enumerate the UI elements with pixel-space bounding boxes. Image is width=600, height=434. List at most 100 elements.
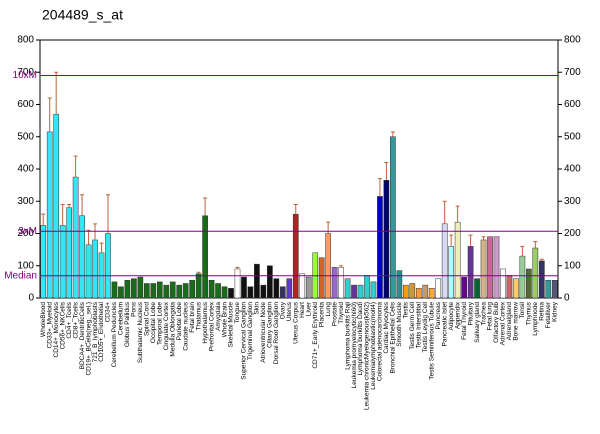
bar: [422, 284, 429, 299]
error-bar: [520, 245, 525, 257]
error-bar: [390, 131, 395, 137]
error-bar: [235, 266, 240, 269]
x-tick-label: Kidney: [551, 301, 558, 322]
bar: [59, 225, 66, 299]
bar: [396, 270, 403, 299]
bar: [118, 286, 124, 299]
bar: [234, 268, 241, 299]
x-tick-label: Adrenal Cortex: [500, 301, 507, 345]
bar: [176, 284, 183, 299]
error-bar: [41, 213, 46, 226]
bar: [163, 284, 170, 299]
x-tick-label: Thalamus: [195, 301, 202, 330]
y-tick-label: 300: [17, 196, 34, 207]
bar: [111, 281, 118, 299]
bar: [305, 276, 312, 299]
x-tick-label: Testis Interstitial: [416, 301, 423, 348]
x-tick-label: Testis Seminiferous Tubule: [428, 302, 435, 380]
y2-tick-label: 500: [564, 131, 581, 142]
error-bar: [60, 203, 65, 226]
error-bar: [80, 194, 85, 216]
bar: [40, 225, 47, 299]
x-tick-label: Hypothalamus: [202, 301, 209, 343]
x-tick-label: Prostate: [331, 302, 338, 327]
y-tick-label: 600: [17, 99, 34, 110]
x-tick-label: BDCA4+_DentriticCells: [79, 301, 86, 369]
x-tick-label: Appendix: [454, 301, 461, 329]
bar: [480, 239, 487, 299]
x-tick-label: CD4+_Tcells: [66, 301, 73, 338]
x-tick-label: Occipital Lobe: [150, 302, 157, 344]
bar: [513, 278, 519, 299]
x-tick-label: Heart: [299, 302, 306, 318]
error-bar: [468, 234, 473, 247]
bar: [143, 283, 150, 299]
error-bar: [339, 265, 344, 268]
y-tick-label: 500: [17, 131, 34, 142]
x-tick-label: Lymphoma burkitts Daudi: [357, 302, 364, 375]
y2-tick-label: 100: [564, 260, 581, 271]
x-tick-label: Placenta: [318, 302, 325, 328]
error-bar: [326, 221, 331, 234]
bar: [538, 260, 545, 299]
x-tick-label: Ovary: [280, 301, 287, 319]
x-tick-label: Uterus Corpus: [292, 301, 299, 344]
x-tick-label: Leukemia chronicMyelogenous(k562): [364, 302, 371, 410]
y2-tick-label: 400: [564, 164, 581, 175]
x-tick-label: Pancreas: [435, 301, 442, 329]
error-bar: [67, 203, 72, 208]
error-bar: [449, 234, 454, 247]
bar: [85, 244, 92, 299]
x-tick-label: Trigeminal Ganglion: [247, 302, 254, 360]
bar: [364, 275, 370, 299]
error-bar: [105, 194, 110, 234]
error-bar: [533, 241, 538, 249]
x-tick-label: Fetal Thyroid: [461, 302, 468, 340]
x-tick-label: Cerebellum: [118, 302, 125, 335]
bar: [325, 233, 331, 299]
bar: [454, 221, 461, 299]
x-tick-label: Superior Cervical Ganglion: [241, 302, 248, 380]
x-tick-label: Liver: [305, 301, 312, 316]
x-tick-label: Prefrontal Cortex: [208, 301, 215, 351]
bar: [370, 281, 377, 299]
error-bar: [203, 197, 208, 216]
y-tick-label: 100: [17, 260, 34, 271]
x-tick-label: Globus Pallidus: [124, 301, 131, 347]
reference-label: 3xM: [18, 226, 37, 237]
bar: [273, 278, 280, 299]
x-tick-label: Cingulate Cortex: [163, 301, 170, 350]
bar: [467, 246, 474, 299]
bar: [215, 283, 221, 299]
bar: [551, 280, 558, 299]
x-tick-label: CD14+_Monocytes: [53, 301, 60, 357]
bar: [357, 284, 364, 299]
bar: [279, 286, 286, 299]
error-bar: [384, 162, 389, 181]
bar: [260, 284, 267, 299]
chart-title: 204489_s_at: [42, 7, 123, 23]
x-tick-label: Thyroid: [338, 302, 345, 324]
x-tick-label: Smooth Muscle: [396, 302, 403, 347]
x-tick-label: Pituitary: [467, 301, 474, 325]
x-tick-label: Adipocyte: [448, 302, 455, 331]
bar: [66, 207, 72, 299]
x-tick-label: Caudate nucleus: [182, 301, 189, 351]
plot-frame: [39, 39, 559, 299]
x-tick-label: Amygdala: [215, 302, 222, 331]
bar: [441, 223, 448, 299]
bar: [493, 236, 500, 299]
x-tick-label: Testis Leydig Cell: [422, 301, 429, 352]
bar: [53, 113, 60, 299]
bar: [390, 136, 396, 299]
bar: [72, 176, 79, 299]
bar: [532, 247, 539, 299]
bar: [292, 213, 299, 299]
x-tick-label: Trachea: [480, 302, 487, 326]
bar: [156, 281, 163, 299]
y2-tick-label: 600: [564, 99, 581, 110]
x-tick-label: CD105+_Endothelial: [98, 301, 105, 361]
error-bar: [481, 236, 486, 240]
bar: [228, 288, 234, 299]
bar: [182, 283, 189, 299]
